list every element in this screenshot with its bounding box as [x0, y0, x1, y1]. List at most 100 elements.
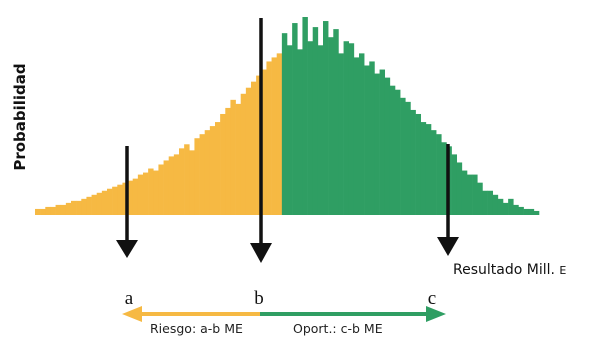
- histogram-bar: [353, 57, 360, 215]
- histogram-bars: [35, 17, 540, 216]
- y-axis-label: Probabilidad: [11, 63, 29, 170]
- histogram-bar: [235, 103, 242, 215]
- histogram-bar: [533, 210, 540, 215]
- histogram-bar: [431, 130, 437, 215]
- histogram-bar: [477, 182, 483, 215]
- histogram-bar: [461, 170, 468, 215]
- histogram-bar: [415, 113, 422, 215]
- histogram-bar: [312, 27, 319, 215]
- histogram-bar: [302, 17, 308, 215]
- histogram-bar: [225, 107, 231, 215]
- histogram-bar: [204, 130, 211, 215]
- histogram-bar: [508, 198, 514, 215]
- histogram-bar: [271, 57, 278, 215]
- opportunity-arrowhead-icon: [426, 306, 446, 322]
- histogram-bar: [389, 85, 396, 215]
- histogram-bar: [91, 194, 98, 215]
- histogram-bar: [513, 204, 519, 215]
- histogram-bar: [220, 113, 226, 215]
- histogram-bar: [343, 41, 350, 215]
- histogram-bar: [81, 198, 87, 215]
- histogram-bar: [441, 142, 447, 215]
- histogram-bar: [173, 154, 180, 215]
- histogram-bar: [395, 89, 401, 215]
- histogram-bar: [76, 200, 82, 215]
- histogram-bar: [199, 134, 206, 215]
- histogram-bar: [230, 99, 236, 215]
- histogram-bar: [35, 208, 41, 215]
- histogram-bar: [338, 53, 344, 216]
- histogram-bar: [379, 69, 386, 215]
- histogram-bar: [518, 206, 524, 215]
- histogram-bar: [209, 126, 216, 215]
- histogram-bar: [55, 204, 62, 215]
- histogram-bar: [60, 204, 67, 215]
- histogram-bar: [71, 200, 77, 215]
- histogram-bar: [117, 184, 123, 215]
- histogram-bar: [50, 206, 56, 215]
- arrow-b-icon: [250, 18, 272, 263]
- range-arrow: [122, 306, 446, 322]
- histogram-bar: [307, 41, 314, 215]
- marker-label-c: c: [428, 288, 436, 309]
- marker-label-b: b: [254, 288, 264, 309]
- histogram-bar: [492, 194, 499, 215]
- histogram-bar: [467, 174, 473, 215]
- histogram-bar: [456, 162, 463, 215]
- histogram-bar: [65, 202, 72, 215]
- histogram-bar: [251, 81, 257, 216]
- histogram-bar: [132, 178, 139, 215]
- histogram-bar: [256, 75, 262, 215]
- histogram-bar: [420, 122, 427, 215]
- histogram-bar: [96, 192, 103, 215]
- histogram-bar: [40, 208, 46, 215]
- risk-arrowhead-icon: [122, 306, 142, 322]
- histogram-bar: [189, 150, 195, 215]
- risk-range-label: Riesgo: a-b ME: [150, 321, 243, 336]
- histogram-bar: [523, 208, 530, 215]
- histogram-bar: [328, 37, 334, 216]
- histogram-bar: [287, 45, 293, 215]
- histogram-bar: [497, 198, 504, 215]
- opportunity-range-label: Oport.: c-b ME: [293, 321, 383, 336]
- histogram-bar: [364, 65, 370, 216]
- histogram-bar: [374, 73, 380, 215]
- histogram-bar: [168, 156, 175, 215]
- histogram-bar: [482, 190, 488, 215]
- histogram-bar: [487, 190, 494, 215]
- arrow-c-icon: [437, 144, 459, 256]
- histogram-bar: [317, 45, 324, 215]
- histogram-bar: [184, 144, 190, 215]
- histogram-bar: [503, 202, 509, 215]
- histogram-bar: [215, 122, 221, 215]
- histogram-bar: [348, 43, 355, 215]
- histogram-bar: [266, 61, 272, 216]
- histogram-bar: [148, 168, 154, 215]
- histogram-bar: [333, 29, 339, 216]
- histogram-bar: [245, 87, 252, 215]
- histogram-bar: [369, 61, 375, 216]
- histogram-bar: [436, 134, 442, 215]
- histogram-bar: [261, 69, 267, 215]
- histogram-bar: [528, 208, 535, 215]
- histogram-bar: [384, 77, 391, 215]
- histogram-bar: [425, 124, 432, 215]
- histogram-bar: [143, 172, 149, 215]
- marker-label-a: a: [125, 288, 134, 309]
- histogram-bar: [158, 164, 164, 215]
- histogram-bar: [323, 21, 329, 215]
- histogram-bar: [45, 206, 51, 215]
- histogram-bar: [451, 154, 458, 215]
- histogram-bar: [107, 188, 113, 215]
- histogram-bar: [194, 138, 200, 215]
- histogram-bar: [410, 109, 416, 215]
- histogram-bar: [122, 182, 128, 215]
- histogram-bar: [297, 49, 303, 215]
- histogram-bar: [400, 97, 406, 215]
- histogram-bar: [359, 53, 365, 216]
- histogram-bar: [137, 174, 144, 215]
- histogram-bar: [472, 174, 478, 215]
- histogram-bar: [179, 148, 185, 215]
- histogram-bar: [163, 160, 170, 215]
